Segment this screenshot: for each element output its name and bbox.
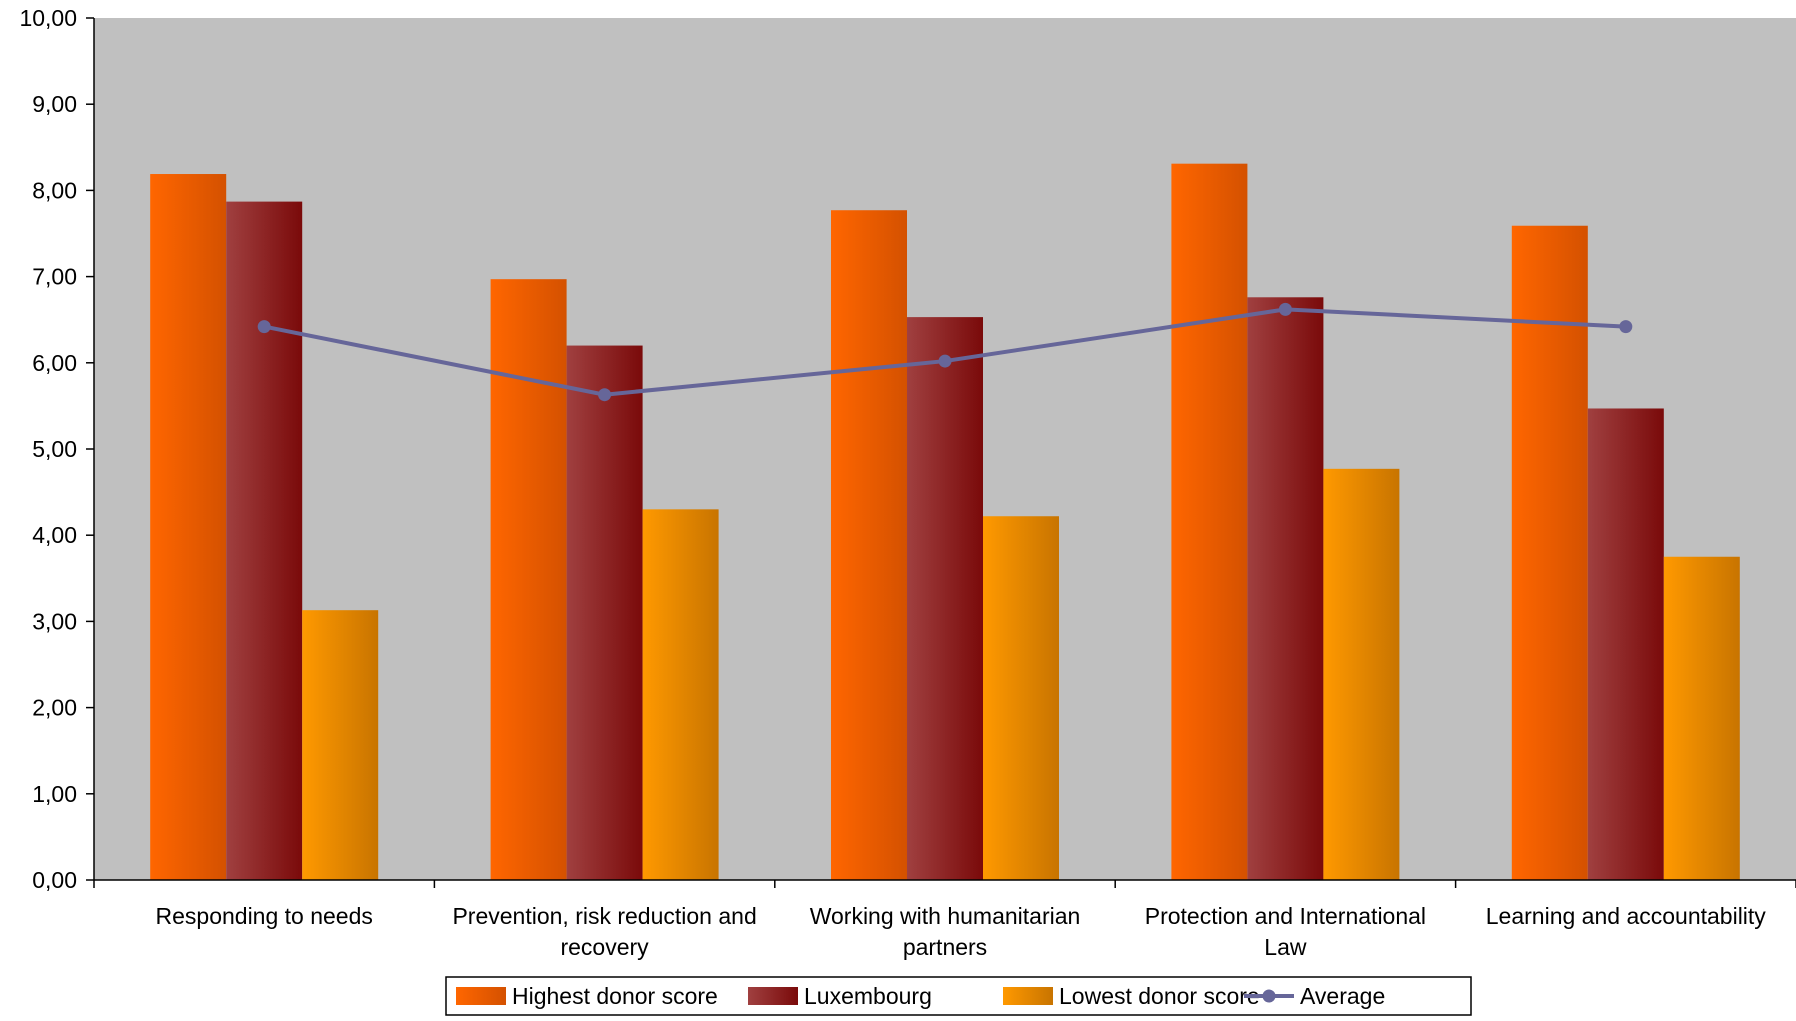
y-tick-label: 2,00	[32, 695, 77, 721]
bar-highest-donor-score-0	[150, 174, 227, 881]
bar-lowest-donor-score-4	[1663, 556, 1740, 880]
bar-lowest-donor-score-0	[302, 610, 379, 880]
average-point-4	[1619, 320, 1633, 334]
legend-swatch	[456, 987, 506, 1005]
average-point-2	[938, 354, 952, 368]
legend-box	[445, 976, 1472, 1016]
y-tick-label: 1,00	[32, 781, 77, 807]
y-tick-label: 6,00	[32, 350, 77, 376]
y-tick-labels: 0,00 1,00 2,00 3,00 4,00 5,00 6,00 7,00 8,00 9,00…	[19, 5, 94, 893]
bar-lowest-donor-score-2	[983, 516, 1059, 880]
bar-luxembourg-4	[1587, 408, 1664, 880]
y-tick-label: 9,00	[32, 91, 77, 117]
category-label: Prevention, risk reduction and recovery	[452, 903, 756, 960]
y-tick-label: 4,00	[32, 522, 77, 548]
category-label: Working with humanitarian partners	[810, 903, 1081, 960]
legend-line-marker	[1262, 989, 1276, 1003]
legend: Highest donor score Luxembourg Lowest dono…	[445, 976, 1472, 1016]
y-tick-label: 8,00	[32, 177, 77, 203]
bar-luxembourg-1	[566, 345, 643, 880]
average-line-layer	[257, 302, 1633, 402]
bar-highest-donor-score-3	[1171, 163, 1248, 881]
y-tick-label: 5,00	[32, 436, 77, 462]
bars-layer	[150, 163, 1740, 881]
legend-swatch	[1003, 987, 1053, 1005]
category-labels: Responding to needs Prevention, risk redu…	[156, 903, 1767, 960]
y-tick-label: 3,00	[32, 608, 77, 634]
category-label: Responding to needs	[156, 903, 373, 929]
category-label: Learning and accountability	[1486, 903, 1767, 929]
y-tick-label: 10,00	[19, 5, 77, 31]
bar-lowest-donor-score-3	[1323, 468, 1400, 880]
legend-label: Average	[1300, 983, 1385, 1009]
legend-label: Lowest donor score	[1059, 983, 1260, 1009]
bar-lowest-donor-score-1	[642, 509, 719, 880]
y-tick-label: 0,00	[32, 867, 77, 893]
average-point-1	[598, 388, 612, 402]
average-point-3	[1278, 302, 1292, 316]
average-point-0	[257, 320, 271, 334]
y-tick-label: 7,00	[32, 264, 77, 290]
bar-highest-donor-score-4	[1511, 225, 1588, 880]
category-label: Protection and International Law	[1145, 903, 1426, 960]
legend-label: Highest donor score	[512, 983, 718, 1009]
bar-luxembourg-2	[907, 317, 983, 880]
bar-luxembourg-3	[1247, 297, 1324, 881]
legend-label: Luxembourg	[804, 983, 932, 1009]
bar-highest-donor-score-1	[490, 279, 567, 880]
bar-highest-donor-score-2	[831, 210, 907, 880]
legend-swatch	[748, 987, 798, 1005]
bar-luxembourg-0	[226, 201, 303, 880]
